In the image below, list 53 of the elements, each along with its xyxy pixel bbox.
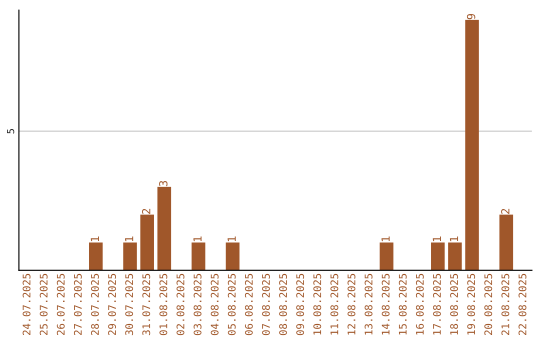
x-tick-label: 03.08.2025: [194, 274, 202, 336]
bar: [226, 242, 240, 270]
bar: [431, 242, 445, 270]
x-tick-label: 30.07.2025: [125, 274, 134, 336]
bar: [465, 20, 479, 270]
x-tick-label: 24.07.2025: [22, 274, 30, 336]
x-tick-label: 08.08.2025: [279, 274, 287, 336]
x-tick-label: 26.07.2025: [56, 274, 65, 336]
x-tick-label: 31.07.2025: [142, 274, 150, 336]
bar: [499, 214, 514, 270]
x-tick-label: 06.08.2025: [244, 274, 253, 336]
x-tick-label: 04.08.2025: [210, 274, 219, 336]
data-label: 1: [193, 236, 202, 242]
bar: [380, 242, 394, 270]
bar: [89, 242, 103, 270]
data-label: 1: [228, 236, 236, 242]
x-tick-label: 20.08.2025: [484, 274, 492, 336]
x-tick-label: 15.08.2025: [398, 274, 407, 335]
x-tick-label: 21.08.2025: [501, 274, 510, 336]
data-label: 1: [125, 236, 134, 242]
x-tick-label: 17.08.2025: [433, 274, 441, 335]
data-label: 2: [501, 208, 510, 214]
x-tick-label: 27.07.2025: [74, 274, 82, 336]
x-tick-label: 28.07.2025: [91, 274, 99, 336]
x-tick-label: 11.08.2025: [330, 274, 338, 335]
x-tick-label: 29.07.2025: [108, 274, 116, 336]
x-tick-label: 22.08.2025: [518, 274, 526, 336]
bar: [140, 214, 154, 270]
y-tick-label: 5: [7, 129, 14, 134]
bar: [123, 242, 137, 270]
x-tick-label: 25.07.2025: [40, 274, 48, 336]
x-tick-label: 13.08.2025: [364, 274, 372, 335]
data-label: 1: [90, 236, 99, 242]
x-tick-label: 12.08.2025: [348, 274, 356, 335]
x-tick-label: 01.08.2025: [159, 274, 168, 336]
x-tick-label: 16.08.2025: [416, 274, 424, 335]
data-label: 1: [432, 236, 441, 242]
data-label: 1: [450, 236, 458, 242]
data-label: 1: [382, 236, 390, 242]
x-tick-label: 07.08.2025: [262, 274, 270, 336]
x-tick-label: 18.08.2025: [450, 274, 458, 335]
bar: [157, 186, 172, 270]
x-tick-label: 09.08.2025: [296, 274, 304, 336]
data-label: 2: [142, 208, 150, 214]
x-tick-label: 10.08.2025: [313, 274, 322, 335]
bar: [448, 242, 462, 270]
x-tick-label: 02.08.2025: [176, 274, 184, 336]
bar: [192, 242, 206, 270]
data-label: 3: [159, 180, 168, 186]
x-tick-label: 14.08.2025: [382, 274, 390, 335]
x-tick-label: 19.08.2025: [467, 274, 476, 335]
x-tick-label: 05.08.2025: [228, 274, 236, 336]
data-label: 9: [466, 14, 476, 20]
